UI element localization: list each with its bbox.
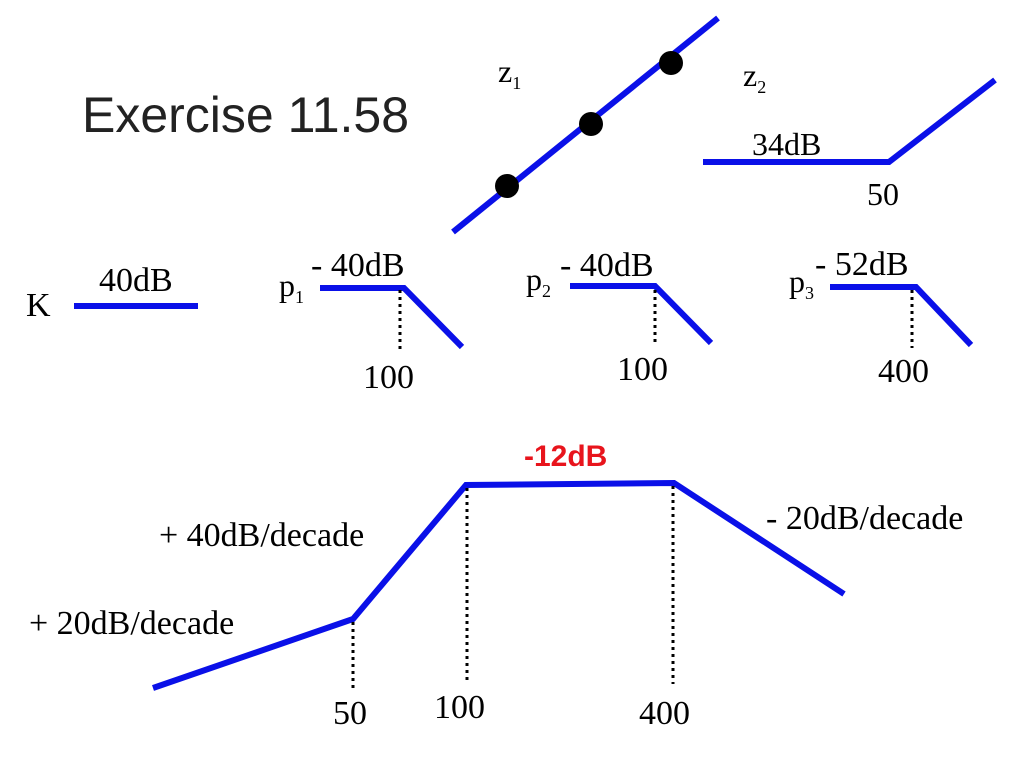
gain-k-level: 40dB	[99, 262, 173, 299]
zero-z1-marker-dot	[579, 112, 603, 136]
zero-z2-asymptote-line	[703, 77, 997, 165]
zero-z2-symbol: z	[743, 57, 757, 93]
pole-p3-corner: 400	[878, 353, 929, 390]
pole-p1-diagram: p1 - 40dB 100	[279, 247, 465, 396]
pole-p2-asymptote-line	[570, 283, 714, 346]
composite-slope-first-label: + 20dB/decade	[29, 605, 234, 642]
pole-p1-label: p1	[279, 267, 304, 307]
gain-k-diagram: K 40dB	[26, 262, 198, 324]
pole-p3-symbol: p	[789, 263, 805, 299]
zero-z2-subscript: 2	[757, 77, 766, 97]
pole-p2-diagram: p2 - 40dB 100	[526, 247, 714, 388]
gain-k-symbol: K	[26, 287, 51, 324]
pole-p2-symbol: p	[526, 261, 542, 297]
composite-breakpoint-50-label: 50	[333, 695, 367, 732]
composite-slope-last-label: - 20dB/decade	[766, 500, 963, 537]
pole-p3-subscript: 3	[805, 283, 814, 303]
composite-slope-second-label: + 40dB/decade	[159, 517, 364, 554]
pole-p3-asymptote-line	[830, 284, 974, 348]
zero-z2-corner: 50	[867, 176, 899, 212]
pole-p1-subscript: 1	[295, 287, 304, 307]
slide-title: Exercise 11.58	[82, 87, 409, 143]
zero-z1-subscript: 1	[512, 73, 521, 93]
zero-z2-level: 34dB	[752, 126, 821, 162]
pole-p3-level: - 52dB	[815, 246, 909, 283]
pole-p1-symbol: p	[279, 267, 295, 303]
pole-p2-label: p2	[526, 261, 551, 301]
pole-p1-level: - 40dB	[311, 247, 405, 284]
pole-p2-corner: 100	[617, 351, 668, 388]
pole-p2-subscript: 2	[542, 281, 551, 301]
zero-z1-marker-dot	[495, 174, 519, 198]
composite-response-diagram: -12dB + 20dB/decade + 40dB/decade - 20dB…	[29, 440, 963, 732]
zero-z1-diagram: z1	[451, 15, 720, 235]
composite-asymptote-line	[152, 479, 846, 691]
pole-p1-corner: 100	[363, 359, 414, 396]
composite-mid-level-label: -12dB	[524, 440, 607, 473]
zero-z1-marker-dot	[659, 51, 683, 75]
pole-p1-asymptote-line	[320, 285, 465, 350]
pole-p2-level: - 40dB	[560, 247, 654, 284]
composite-breakpoint-400-label: 400	[639, 695, 690, 732]
zero-z2-diagram: z2 34dB 50	[703, 57, 997, 212]
composite-breakpoint-100-label: 100	[434, 689, 485, 726]
pole-p3-label: p3	[789, 263, 814, 303]
pole-p3-diagram: p3 - 52dB 400	[789, 246, 974, 390]
zero-z1-symbol: z	[498, 53, 512, 89]
zero-z1-label: z1	[498, 53, 521, 93]
zero-z2-label: z2	[743, 57, 766, 97]
